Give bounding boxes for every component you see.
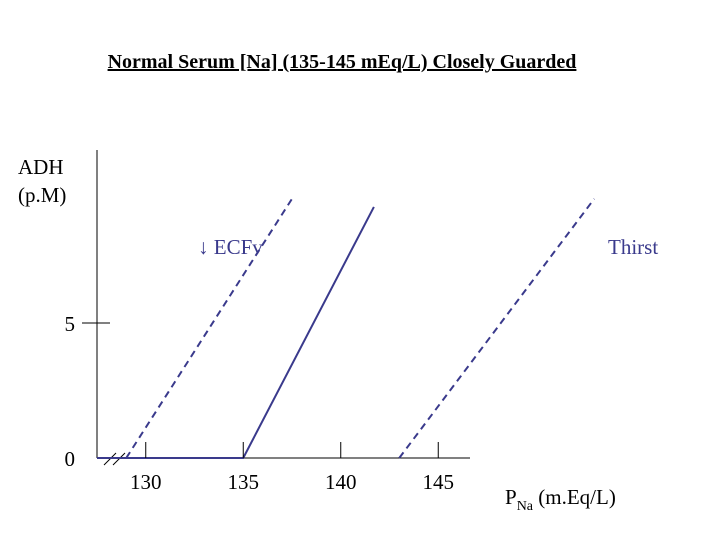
x-axis-label: PNa (m.Eq/L) [505, 485, 616, 514]
series-layer [97, 198, 596, 459]
chart-title: Normal Serum [Na] (135-145 mEq/L) Closel… [108, 51, 577, 73]
y-axis-label-line1: ADH [18, 155, 64, 179]
thirst-annotation: Thirst [608, 235, 658, 259]
x-tick-label: 135 [228, 470, 260, 494]
adh-curve-1 [125, 198, 293, 459]
y-tick-label: 0 [65, 447, 76, 471]
x-tick-label: 140 [325, 470, 357, 494]
adh-curve-3 [398, 198, 596, 459]
y-axis-label-line2: (p.M) [18, 183, 66, 207]
x-axis-label-subscript: Na [517, 499, 534, 514]
ticks-layer: 130 135 140 145 0 5 [65, 312, 455, 494]
x-axis-label-units: (m.Eq/L) [533, 485, 616, 509]
x-tick-label: 130 [130, 470, 162, 494]
y-tick-label: 5 [65, 312, 76, 336]
x-tick-label: 145 [423, 470, 455, 494]
ecfv-annotation: ↓ ECFv [198, 235, 263, 259]
x-axis-label-main: P [505, 485, 517, 509]
